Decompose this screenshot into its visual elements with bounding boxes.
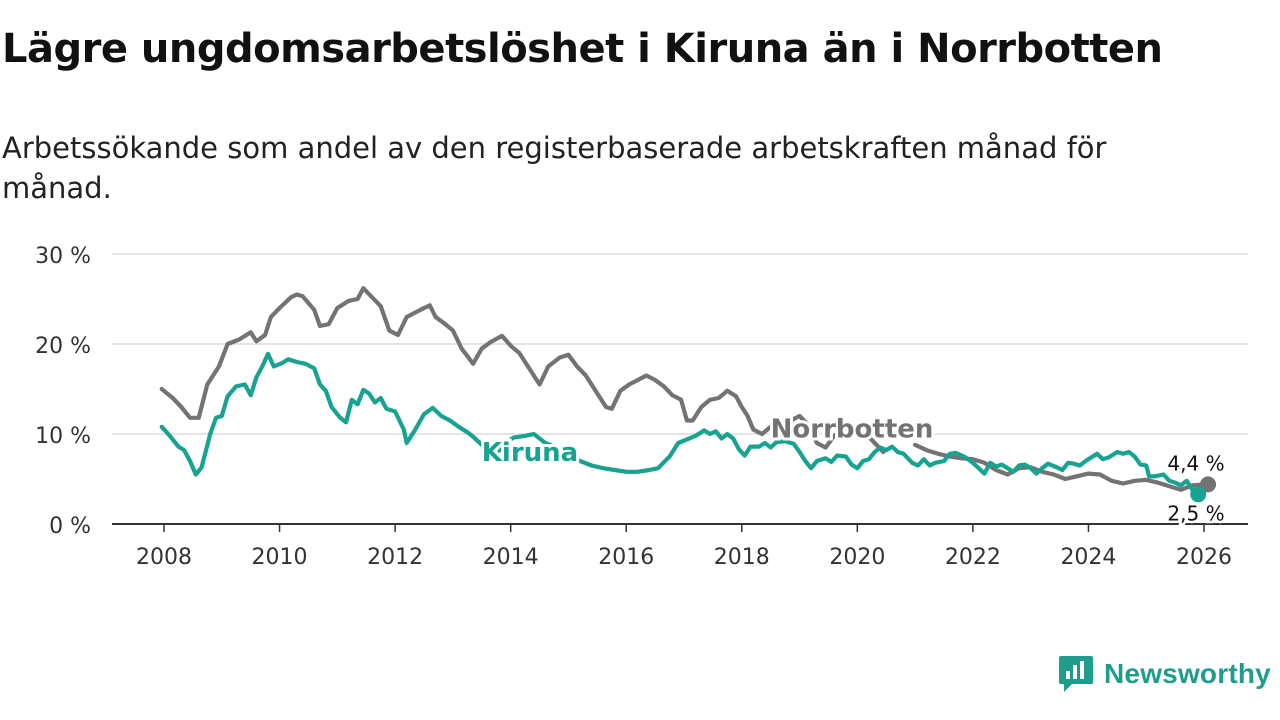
- series-line-norrbotten: [159, 286, 886, 455]
- end-point-kiruna: [1190, 486, 1207, 503]
- grid: [112, 253, 1248, 435]
- x-tick-label: 2026: [1176, 545, 1232, 570]
- newsworthy-logo[interactable]: Newsworthy: [1058, 652, 1271, 696]
- x-tick-label: 2012: [367, 545, 423, 570]
- y-tick-label: 10 %: [35, 424, 91, 449]
- y-tick-label: 20 %: [35, 334, 91, 359]
- y-tick-label: 0 %: [49, 514, 91, 539]
- newsworthy-logo-icon: [1059, 656, 1093, 692]
- end-point-norrbotten: [1200, 476, 1217, 493]
- end-value-label-kiruna: 2,5 %: [1167, 501, 1224, 525]
- series-lines: [159, 286, 1217, 503]
- series-label-kiruna: Kiruna: [482, 438, 578, 468]
- x-tick-label: 2016: [598, 545, 654, 570]
- x-tick-label: 2018: [714, 545, 770, 570]
- y-tick-label: 30 %: [35, 244, 91, 269]
- end-value-label-norrbotten: 4,4 %: [1167, 451, 1224, 475]
- newsworthy-logo-text: Newsworthy: [1104, 658, 1271, 689]
- x-tick-label: 2010: [252, 545, 308, 570]
- x-tick-label: 2024: [1060, 545, 1116, 570]
- labels: Norrbotten 4,4 % Kiruna 2,5 %: [479, 412, 1227, 528]
- chart-subtitle: Arbetssökande som andel av den registerb…: [2, 131, 1107, 205]
- series-line-kiruna: [159, 351, 1201, 497]
- x-tick-label: 2008: [136, 545, 192, 570]
- chart-title: Lägre ungdomsarbetslöshet i Kiruna än i …: [2, 26, 1163, 72]
- x-tick-label: 2020: [829, 545, 885, 570]
- x-tick-label: 2014: [483, 545, 539, 570]
- series-label-norrbotten: Norrbotten: [771, 415, 934, 445]
- axes: 0 % 10 % 20 % 30 % 2008 2010 2012 2014 2016 2018 2…: [35, 244, 1248, 570]
- x-tick-label: 2022: [945, 545, 1001, 570]
